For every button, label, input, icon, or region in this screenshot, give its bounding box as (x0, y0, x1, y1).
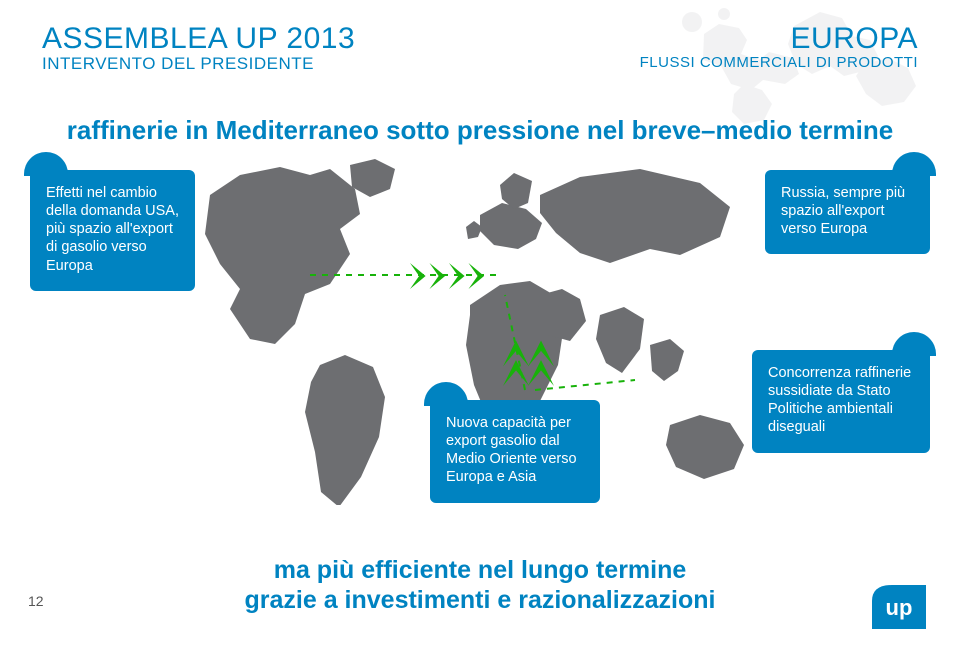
up-logo-icon: up (872, 585, 926, 629)
callout-tab-icon (24, 152, 68, 176)
section-subtitle: FLUSSI COMMERCIALI DI PRODOTTI (640, 54, 918, 71)
headline: raffinerie in Mediterraneo sotto pressio… (0, 115, 960, 146)
slide: ASSEMBLEA UP 2013 INTERVENTO DEL PRESIDE… (0, 0, 960, 661)
callout-tab-icon (892, 152, 936, 176)
bottomline-l2: grazie a investimenti e razionalizzazion… (245, 586, 716, 614)
callout-text: Concorrenza raffinerie sussidiate da Sta… (768, 365, 911, 435)
callout-text: Effetti nel cambio della domanda USA, pi… (46, 185, 179, 274)
callout-russia: Russia, sempre più spazio all'export ver… (765, 170, 930, 254)
callout-usa: Effetti nel cambio della domanda USA, pi… (30, 170, 195, 291)
callout-text: Nuova capacità per export gasolio dal Me… (446, 415, 577, 485)
header-right: EUROPA FLUSSI COMMERCIALI DI PRODOTTI (640, 22, 918, 71)
callout-competition: Concorrenza raffinerie sussidiate da Sta… (752, 350, 930, 453)
section-title: EUROPA (640, 22, 918, 56)
callout-tab-icon (892, 332, 936, 356)
page-number: 12 (28, 593, 44, 609)
callout-text: Russia, sempre più spazio all'export ver… (781, 185, 905, 237)
bottomline-l1: ma più efficiente nel lungo termine (274, 556, 687, 584)
bottomline: ma più efficiente nel lungo termine graz… (0, 555, 960, 615)
svg-text:up: up (886, 595, 913, 620)
callout-middle-east: Nuova capacità per export gasolio dal Me… (430, 400, 600, 503)
